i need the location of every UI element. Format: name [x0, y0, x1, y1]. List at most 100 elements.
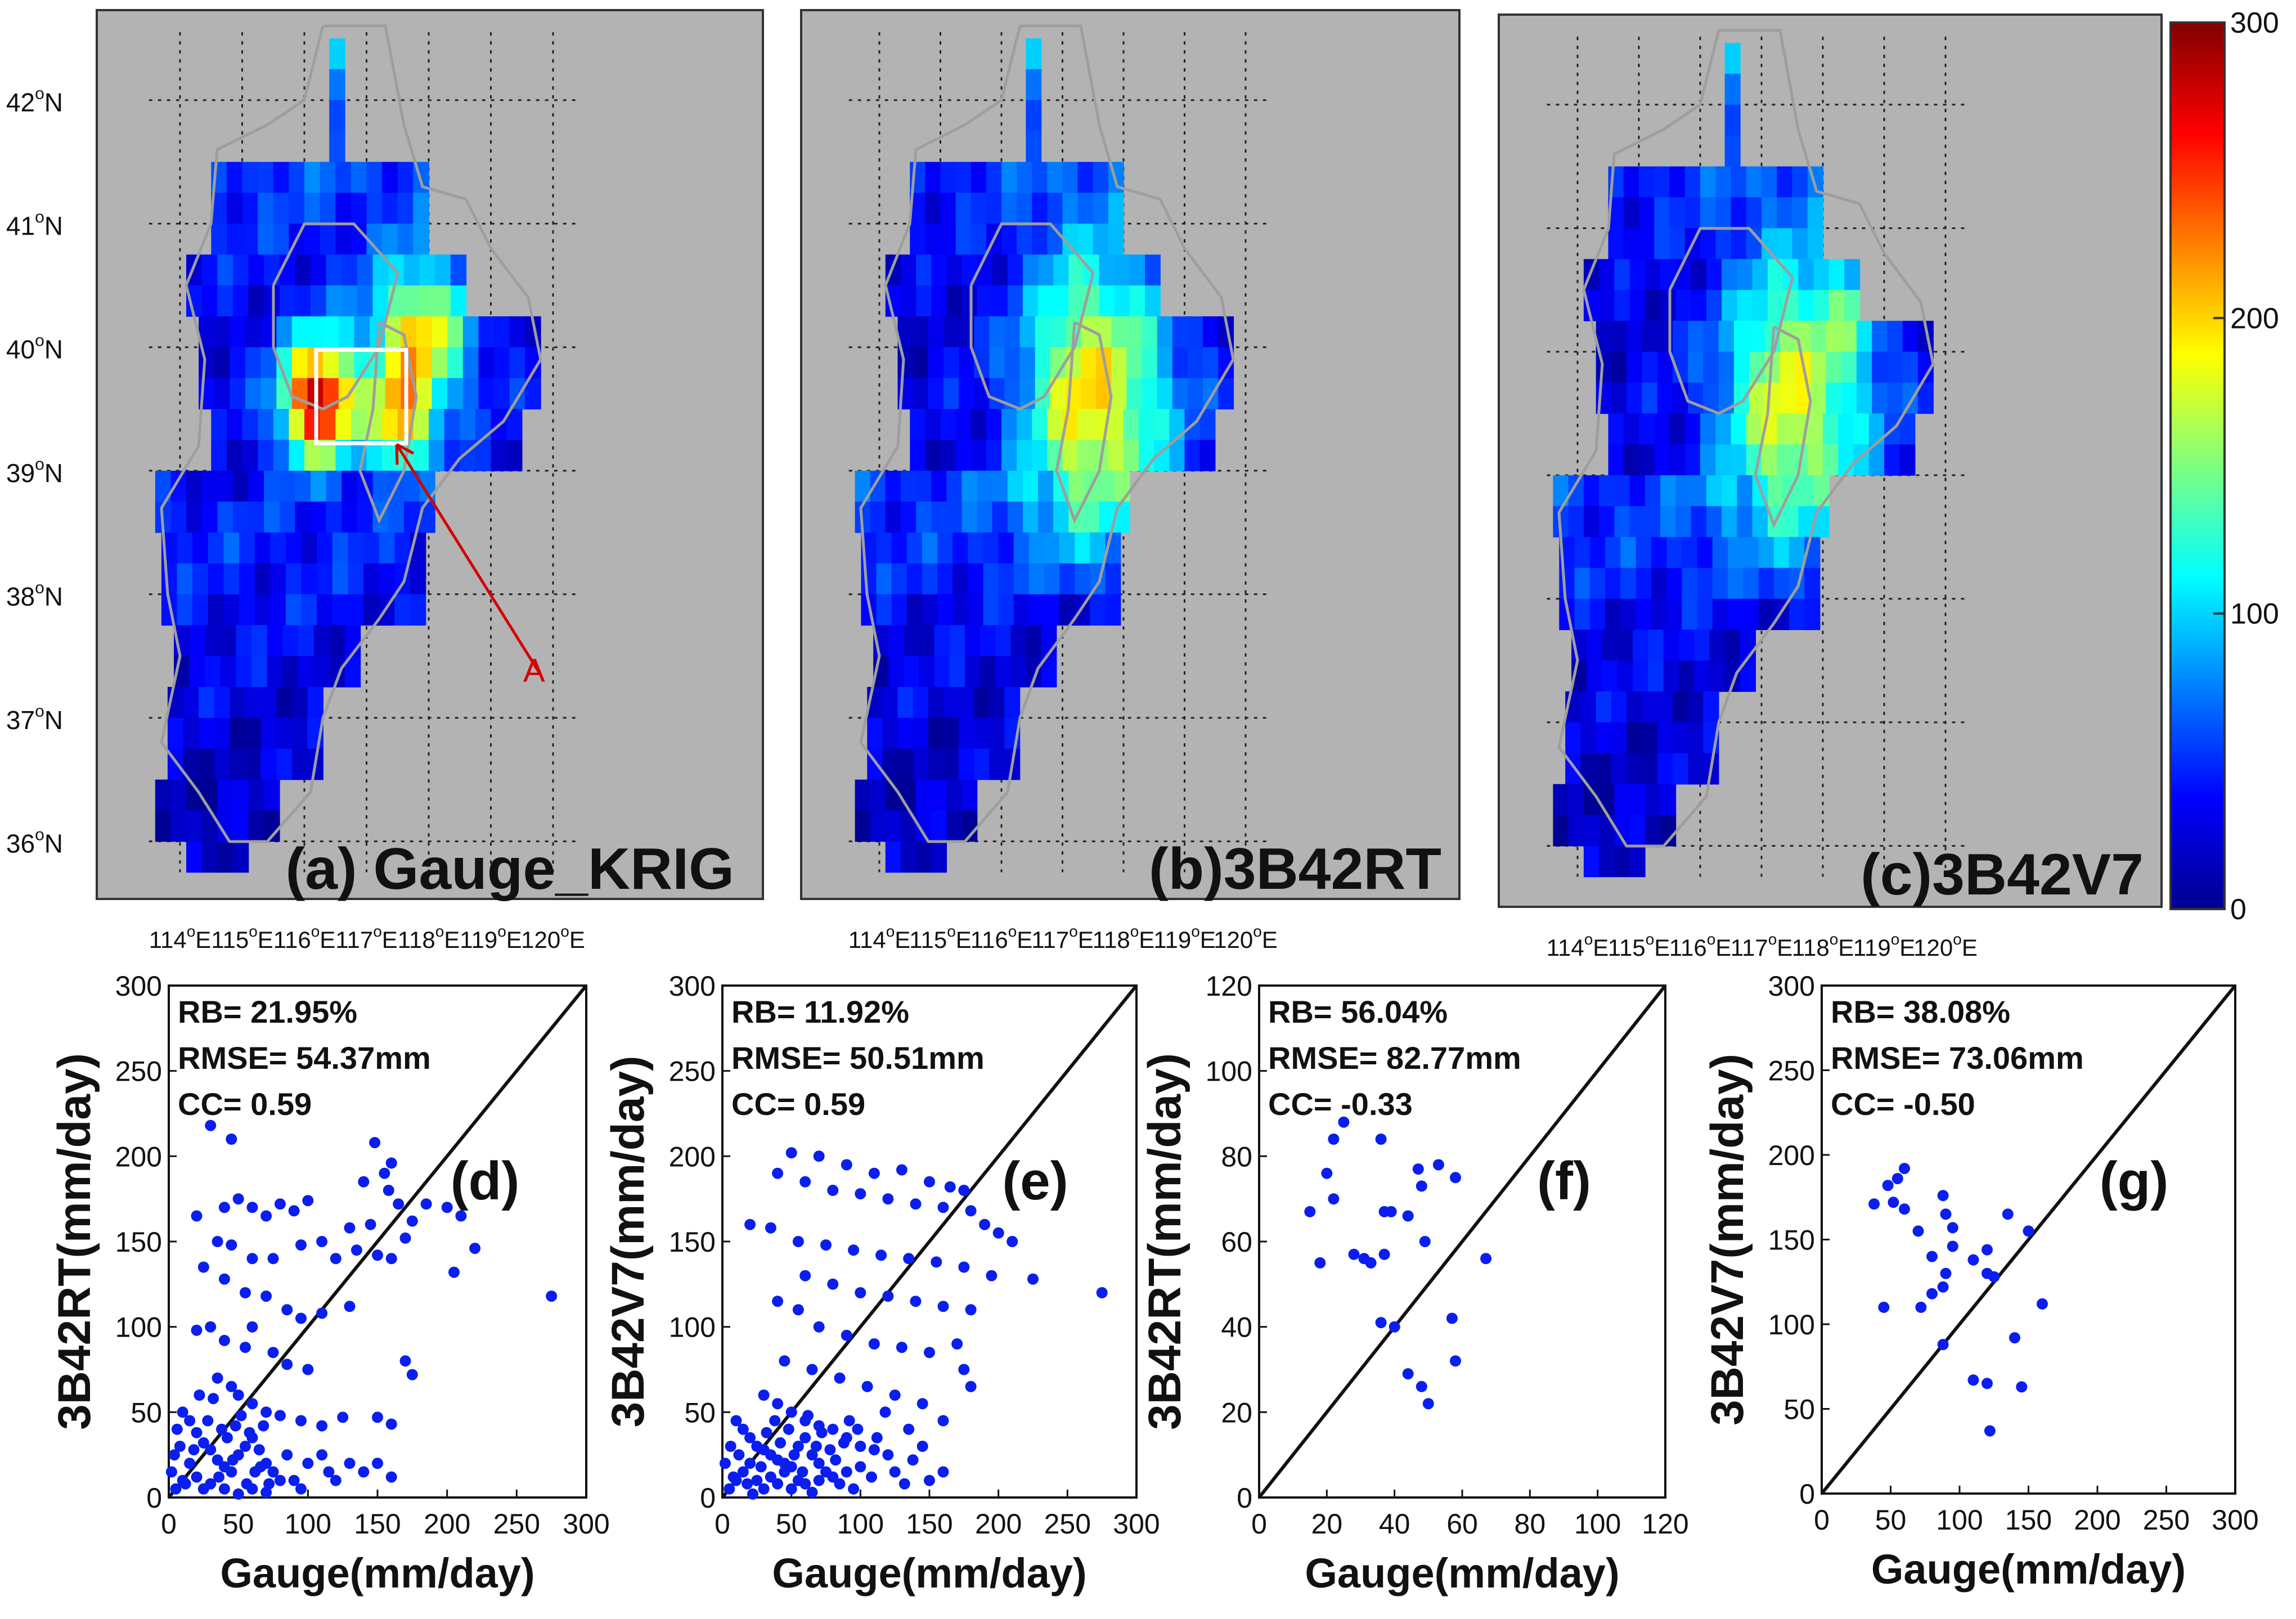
map-cell [1688, 321, 1704, 352]
map-cell [258, 192, 274, 224]
map-cell [273, 192, 290, 224]
map-cell [342, 501, 358, 533]
map-a-title: (a) Gauge_KRIG [286, 837, 734, 902]
map-cell [943, 748, 959, 780]
map-cell [329, 69, 345, 101]
map-cell [155, 779, 172, 811]
map-cell [1172, 316, 1188, 348]
map-cell [937, 532, 953, 564]
map-cell [1105, 563, 1121, 595]
y-tick-label: 200 [669, 1141, 716, 1172]
map-cell [329, 100, 345, 132]
map-cell [1629, 475, 1646, 507]
map-cell [248, 501, 264, 533]
scatter-point [246, 1253, 258, 1265]
map-cell [931, 254, 947, 286]
map-cell [1599, 815, 1615, 847]
scatter-f-xlabel: Gauge(mm/day) [1305, 1550, 1619, 1596]
map-cell [1823, 444, 1839, 476]
map-cell [273, 439, 290, 471]
map-cell [1672, 691, 1688, 723]
map-cell [1639, 197, 1655, 229]
map-cell [338, 347, 355, 379]
map-cell [986, 192, 1002, 224]
map-cell [1614, 475, 1630, 507]
scatter-point [1096, 1287, 1108, 1298]
map-cell [1663, 629, 1679, 661]
scatter-point [751, 1474, 763, 1486]
map-cell [1731, 197, 1747, 229]
map-cell [260, 748, 277, 780]
x-tick-label: 50 [223, 1508, 254, 1540]
map-cell [1722, 290, 1738, 322]
map-cell [1844, 290, 1861, 322]
scatter-point [1385, 1206, 1397, 1217]
scatter-point [260, 1290, 272, 1302]
map-cell [1114, 501, 1130, 533]
map-cell [491, 439, 507, 471]
map-cell [217, 254, 233, 286]
map-cell [1872, 321, 1888, 352]
colorbar-tick-label: 0 [2230, 893, 2246, 926]
y-tick-label: 0 [700, 1482, 716, 1514]
map-cell [1684, 444, 1701, 476]
map-cell [1826, 383, 1842, 414]
map-cell [952, 563, 969, 595]
map-cell [1599, 846, 1615, 878]
scatter-f-panel-label: (f) [1537, 1151, 1591, 1211]
scatter-point [868, 1338, 880, 1350]
map-cell [1884, 444, 1900, 476]
map-cell [940, 223, 956, 255]
scatter-point [330, 1253, 342, 1265]
map-cell [992, 501, 1008, 533]
map-cell [1872, 383, 1888, 414]
scatter-point [323, 1466, 335, 1478]
map-cell [1899, 444, 1916, 476]
scatter-point [841, 1329, 852, 1341]
scatter-point [792, 1304, 804, 1316]
map-cell [1587, 629, 1603, 661]
map-cell [1032, 192, 1048, 224]
scatter-point [230, 1420, 241, 1432]
map-cell [326, 501, 343, 533]
map-cell [913, 718, 929, 749]
scatter-point [761, 1427, 772, 1438]
map-cell [1731, 166, 1747, 198]
lon-tick-label: 116oE [273, 923, 336, 953]
map-cell [1651, 537, 1667, 569]
map-cell [1553, 784, 1569, 816]
map-cell [201, 841, 218, 873]
map-cell [289, 409, 305, 440]
map-cell [1672, 722, 1688, 754]
scatter-point [1007, 1236, 1018, 1247]
map-cell [1856, 352, 1872, 383]
map-cell [1626, 383, 1643, 414]
scatter-point [385, 1418, 397, 1430]
map-cell [1780, 383, 1796, 414]
scatter-point [177, 1406, 188, 1418]
map-cell [1032, 439, 1048, 471]
map-cell [1700, 166, 1717, 198]
map-cell [494, 316, 510, 348]
map-cell [307, 687, 323, 718]
scatter-point [924, 1474, 935, 1486]
map-cell [1709, 660, 1726, 692]
scatter-point [1937, 1339, 1949, 1351]
map-cell [295, 470, 311, 502]
map-cell [1114, 470, 1130, 502]
map-cell [1691, 290, 1707, 322]
lon-tick-label: 116oE [970, 923, 1033, 953]
map-cell [1093, 223, 1109, 255]
map-cell [1126, 316, 1143, 348]
map-cell [460, 409, 476, 440]
map-cell [1111, 378, 1127, 410]
map-cell [1583, 846, 1599, 878]
scatter-f-one-to-one-line [1257, 984, 1667, 1499]
map-cell [1642, 321, 1658, 352]
map-cell [1813, 259, 1830, 291]
scatter-point [255, 1461, 267, 1473]
map-cell [1605, 537, 1621, 569]
map-cell [876, 563, 892, 595]
x-tick-label: 300 [2212, 1504, 2258, 1536]
map-cell [891, 563, 907, 595]
